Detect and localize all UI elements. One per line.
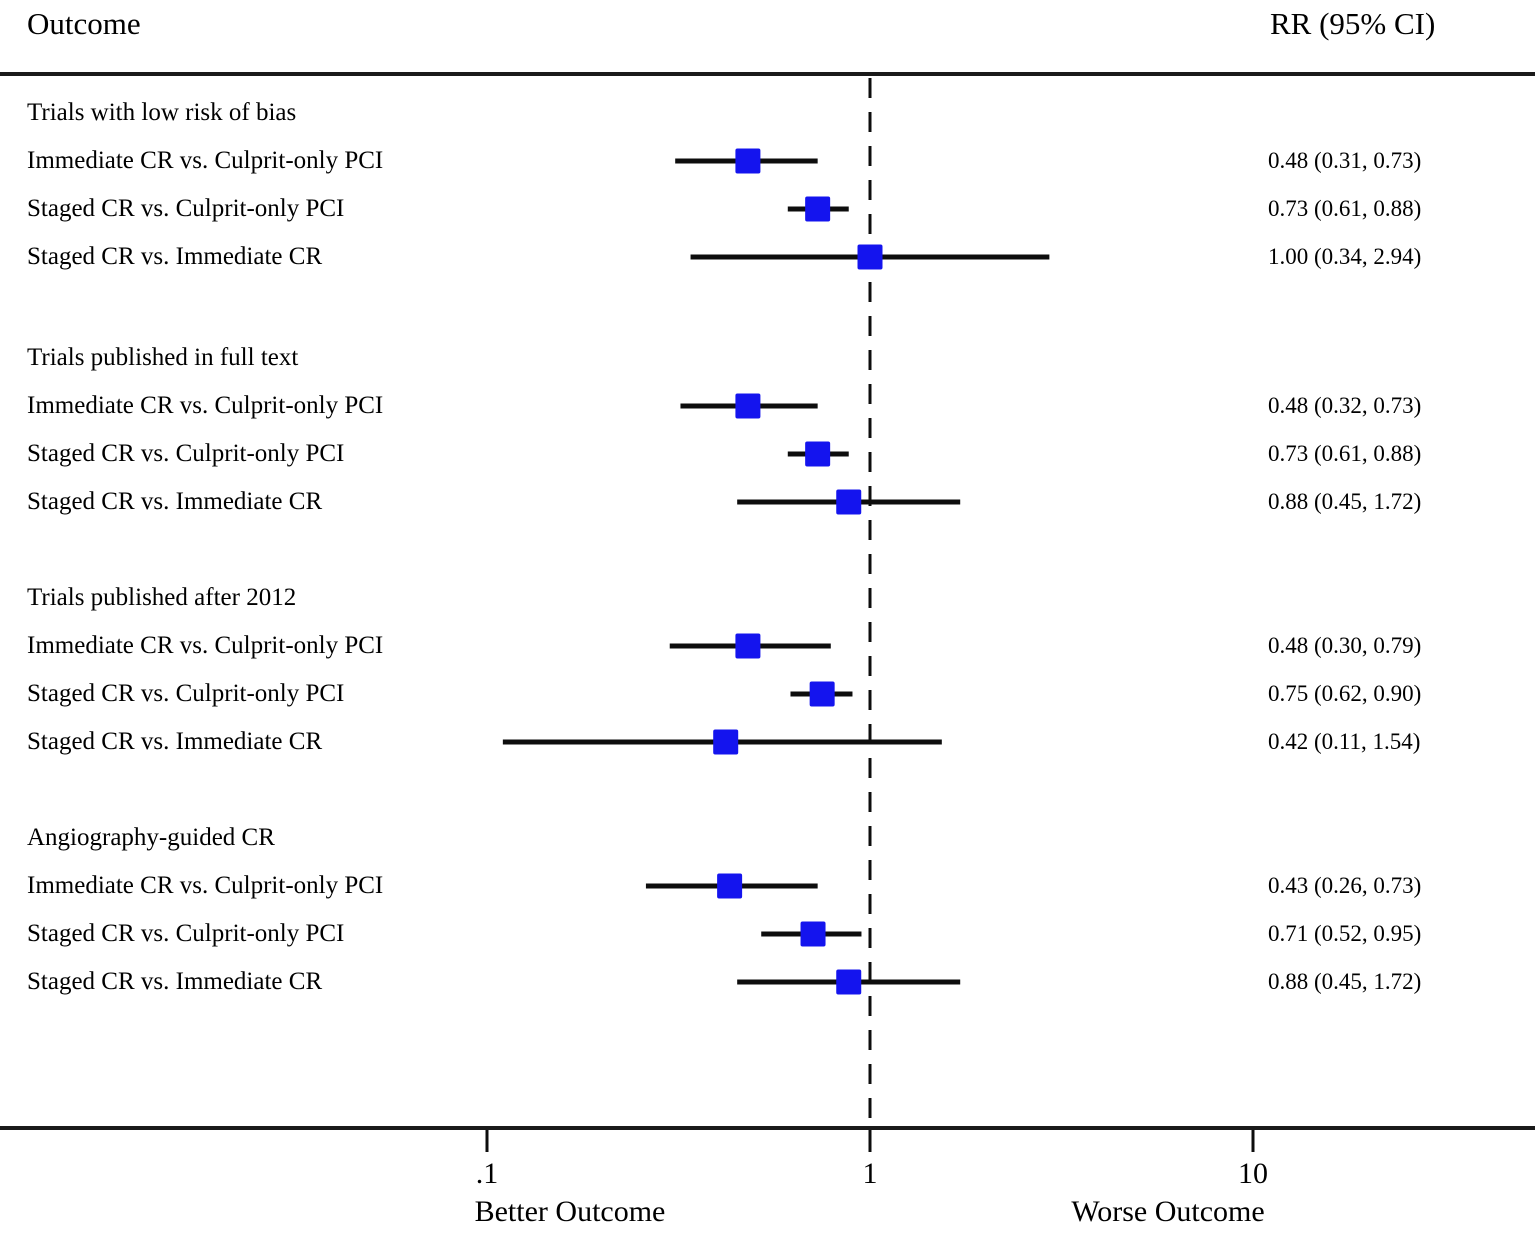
comparison-label: Staged CR vs. Immediate CR bbox=[27, 968, 323, 995]
header-divider-rule bbox=[0, 72, 1535, 76]
group-heading: Trials with low risk of bias bbox=[27, 99, 297, 126]
point-estimate-marker bbox=[836, 489, 862, 515]
rr-ci-value: 0.42 (0.11, 1.54) bbox=[1268, 729, 1421, 754]
rr-column-header: RR (95% CI) bbox=[1270, 6, 1436, 41]
point-estimate-marker bbox=[717, 873, 743, 899]
comparison-label: Immediate CR vs. Culprit-only PCI bbox=[27, 392, 384, 419]
comparison-label: Staged CR vs. Culprit-only PCI bbox=[27, 680, 345, 707]
x-axis-tick-label: 10 bbox=[1238, 1157, 1268, 1190]
rr-ci-value: 0.88 (0.45, 1.72) bbox=[1268, 969, 1422, 994]
rr-ci-value: 0.73 (0.61, 0.88) bbox=[1268, 196, 1422, 221]
point-estimate-marker bbox=[805, 441, 831, 467]
comparison-label: Immediate CR vs. Culprit-only PCI bbox=[27, 632, 384, 659]
comparison-label: Immediate CR vs. Culprit-only PCI bbox=[27, 147, 384, 174]
worse-outcome-axis-label: Worse Outcome bbox=[1071, 1195, 1265, 1228]
comparison-label: Staged CR vs. Immediate CR bbox=[27, 488, 323, 515]
point-estimate-marker bbox=[735, 148, 761, 174]
point-estimate-marker bbox=[805, 196, 831, 222]
comparison-label: Staged CR vs. Culprit-only PCI bbox=[27, 440, 345, 467]
point-estimate-marker bbox=[836, 969, 862, 995]
point-estimate-marker bbox=[809, 681, 835, 707]
comparison-label: Staged CR vs. Immediate CR bbox=[27, 728, 323, 755]
comparison-label: Staged CR vs. Immediate CR bbox=[27, 243, 323, 270]
rr-ci-value: 0.48 (0.31, 0.73) bbox=[1268, 148, 1422, 173]
point-estimate-marker bbox=[735, 633, 761, 659]
group-heading: Trials published after 2012 bbox=[27, 584, 297, 611]
rr-ci-value: 0.88 (0.45, 1.72) bbox=[1268, 489, 1422, 514]
rr-ci-value: 0.48 (0.32, 0.73) bbox=[1268, 393, 1422, 418]
rr-ci-value: 0.48 (0.30, 0.79) bbox=[1268, 633, 1422, 658]
x-axis-line bbox=[0, 1126, 1535, 1130]
point-estimate-marker bbox=[857, 244, 883, 270]
comparison-label: Immediate CR vs. Culprit-only PCI bbox=[27, 872, 384, 899]
group-heading: Angiography-guided CR bbox=[27, 824, 275, 851]
group-heading: Trials published in full text bbox=[27, 344, 299, 371]
rr-ci-value: 0.73 (0.61, 0.88) bbox=[1268, 441, 1422, 466]
comparison-label: Staged CR vs. Culprit-only PCI bbox=[27, 195, 345, 222]
comparison-label: Staged CR vs. Culprit-only PCI bbox=[27, 920, 345, 947]
rr-ci-value: 0.43 (0.26, 0.73) bbox=[1268, 873, 1422, 898]
point-estimate-marker bbox=[800, 921, 826, 947]
point-estimate-marker bbox=[713, 729, 739, 755]
better-outcome-axis-label: Better Outcome bbox=[474, 1195, 666, 1228]
rr-ci-value: 0.71 (0.52, 0.95) bbox=[1268, 921, 1422, 946]
x-axis-tick-label: .1 bbox=[475, 1157, 499, 1190]
point-estimate-marker bbox=[735, 393, 761, 419]
outcome-column-header: Outcome bbox=[27, 6, 141, 41]
rr-ci-value: 1.00 (0.34, 2.94) bbox=[1268, 244, 1422, 269]
rr-ci-value: 0.75 (0.62, 0.90) bbox=[1268, 681, 1422, 706]
x-axis-tick-label: 1 bbox=[862, 1157, 878, 1190]
